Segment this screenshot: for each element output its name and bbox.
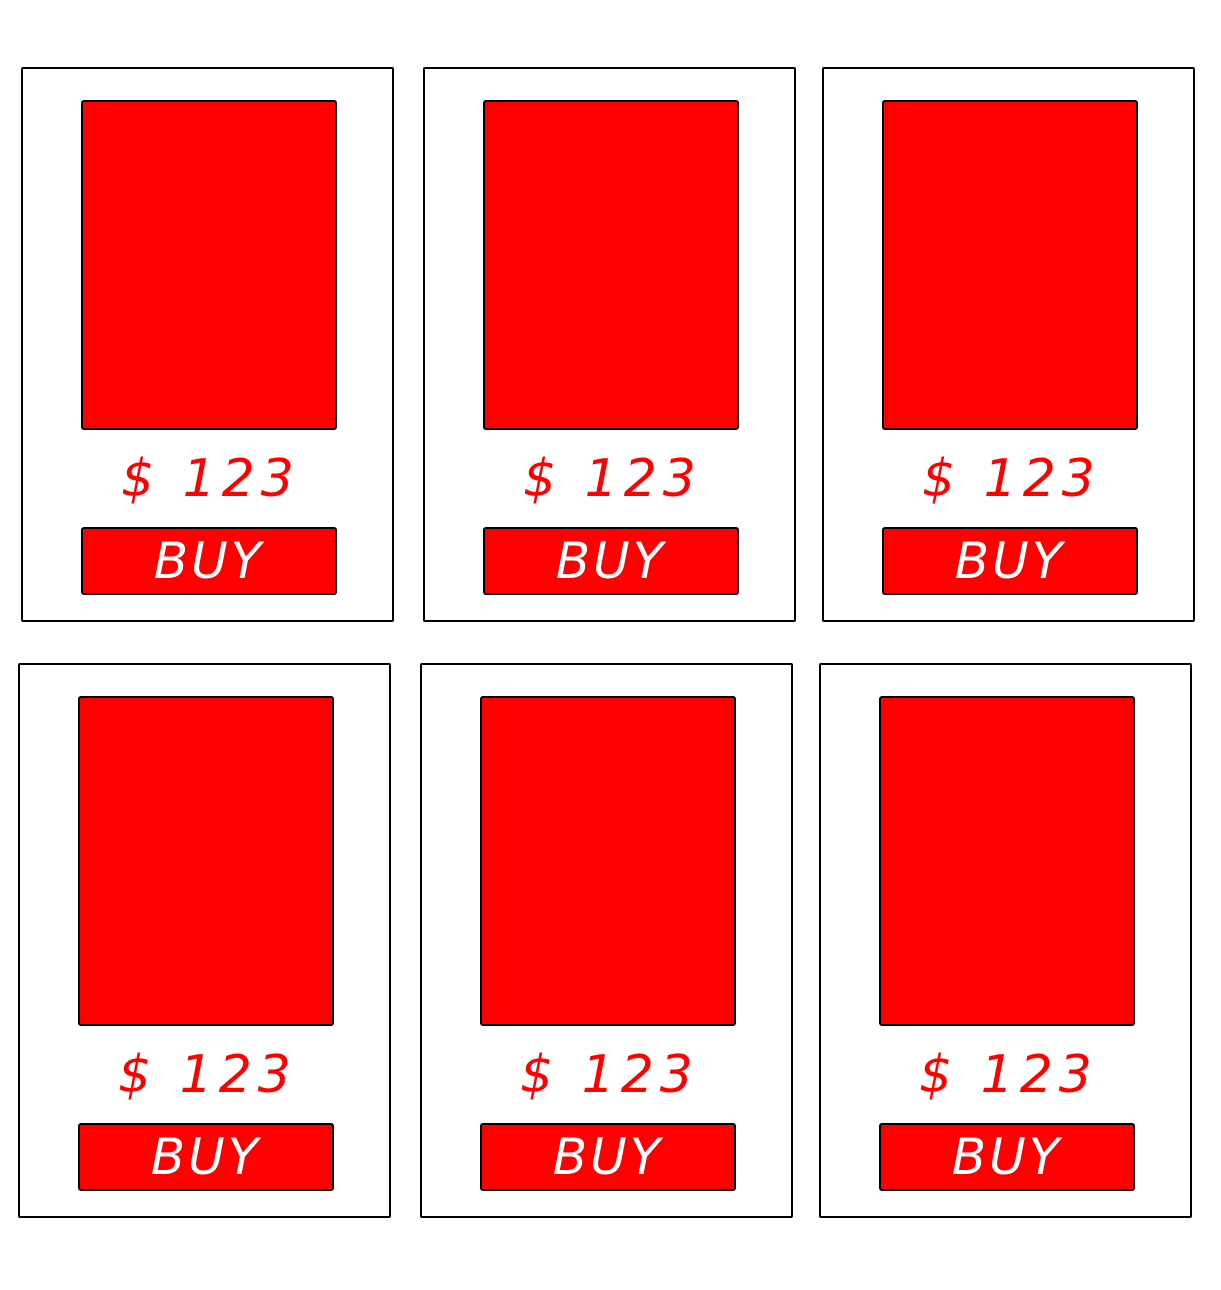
product-card: $ 123 BUY <box>819 663 1192 1218</box>
product-card: $ 123 BUY <box>18 663 391 1218</box>
product-image[interactable] <box>483 100 739 430</box>
product-image[interactable] <box>480 696 736 1026</box>
product-card: $ 123 BUY <box>420 663 793 1218</box>
product-image[interactable] <box>882 100 1138 430</box>
buy-button[interactable]: BUY <box>483 527 739 595</box>
buy-button[interactable]: BUY <box>78 1123 334 1191</box>
product-price: $ 123 <box>121 449 300 509</box>
buy-button[interactable]: BUY <box>879 1123 1135 1191</box>
product-price: $ 123 <box>922 449 1101 509</box>
product-image[interactable] <box>81 100 337 430</box>
product-price: $ 123 <box>520 1045 699 1105</box>
product-card: $ 123 BUY <box>21 67 394 622</box>
product-card: $ 123 BUY <box>423 67 796 622</box>
product-image[interactable] <box>879 696 1135 1026</box>
buy-button[interactable]: BUY <box>480 1123 736 1191</box>
product-image[interactable] <box>78 696 334 1026</box>
product-card: $ 123 BUY <box>822 67 1195 622</box>
buy-button[interactable]: BUY <box>81 527 337 595</box>
buy-button[interactable]: BUY <box>882 527 1138 595</box>
product-price: $ 123 <box>118 1045 297 1105</box>
product-price: $ 123 <box>523 449 702 509</box>
product-price: $ 123 <box>919 1045 1098 1105</box>
